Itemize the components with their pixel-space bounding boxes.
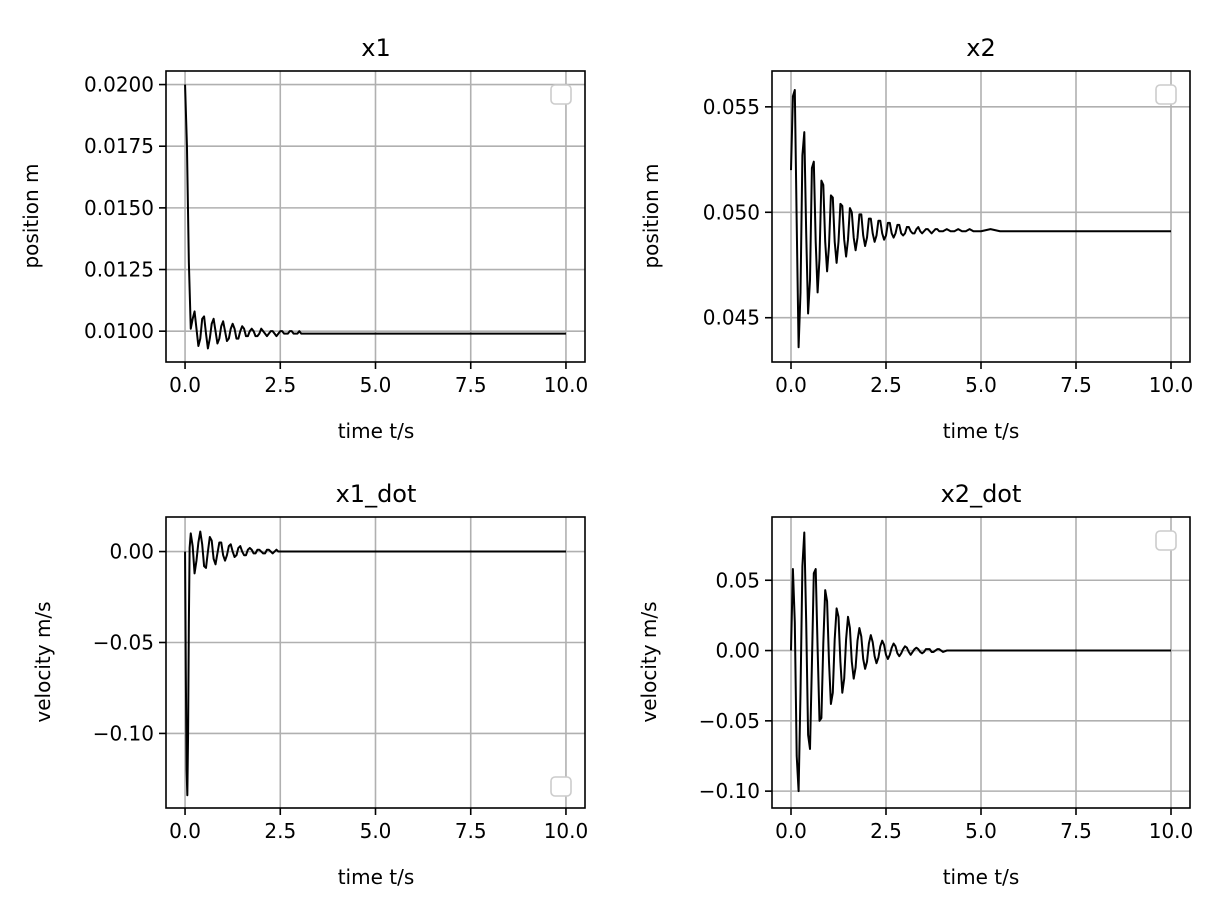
subplot-x2-dot: x2_dot −0.10 −0.05 0.00 0.05 0.0 2.5 5.0 7.5 10… [637, 480, 1193, 889]
y-tick-label: 0.05 [715, 568, 760, 592]
chart-title: x2 [966, 34, 995, 62]
y-tick-label: 0.0175 [84, 134, 154, 158]
x-tick-labels: 0.0 2.5 5.0 7.5 10.0 [775, 373, 1193, 397]
x-tick-label: 0.0 [775, 373, 807, 397]
x-axis-label: time t/s [338, 419, 415, 443]
x-tick-label: 10.0 [1149, 373, 1194, 397]
y-tick-label: −0.10 [93, 721, 154, 745]
y-axis-label: velocity m/s [637, 601, 661, 722]
y-axis-label: velocity m/s [31, 601, 55, 722]
subplot-x1: x1 0.0100 0.0125 0.0150 0.0175 0.0200 0.0 2.5… [19, 34, 588, 443]
x-axis-label: time t/s [338, 865, 415, 889]
y-tick-label: −0.10 [699, 779, 760, 803]
x-tick-label: 5.0 [965, 373, 997, 397]
series-line [790, 531, 1171, 793]
x-tick-label: 2.5 [264, 373, 296, 397]
y-tick-label: 0.050 [703, 200, 760, 224]
y-tick-label: 0.0200 [84, 73, 154, 97]
y-tick-labels: −0.10 −0.05 0.00 [93, 540, 154, 746]
chart-title: x1 [361, 34, 390, 62]
y-tick-label: 0.0100 [84, 319, 154, 343]
axes-frame [165, 516, 586, 809]
y-tick-labels: 0.0100 0.0125 0.0150 0.0175 0.0200 [84, 73, 154, 344]
x-tick-labels: 0.0 2.5 5.0 7.5 10.0 [169, 819, 588, 843]
y-tick-label: −0.05 [699, 709, 760, 733]
x-tick-label: 0.0 [169, 373, 201, 397]
subplot-x1-dot: x1_dot −0.10 −0.05 0.00 0.0 2.5 5.0 7.5 10.0 t… [31, 480, 588, 889]
x-tick-labels: 0.0 2.5 5.0 7.5 10.0 [775, 819, 1193, 843]
x-tick-label: 0.0 [775, 819, 807, 843]
x-tick-label: 10.0 [1149, 819, 1194, 843]
axes-frame [771, 70, 1191, 363]
y-axis-label: position m [19, 163, 43, 268]
x-tick-label: 10.0 [544, 373, 589, 397]
y-tick-label: 0.0125 [84, 258, 154, 282]
x-tick-label: 7.5 [1060, 819, 1092, 843]
x-tick-labels: 0.0 2.5 5.0 7.5 10.0 [169, 373, 588, 397]
legend-box [550, 776, 572, 797]
x-tick-label: 0.0 [169, 819, 201, 843]
y-tick-label: 0.0150 [84, 196, 154, 220]
x-tick-label: 10.0 [544, 819, 589, 843]
y-tick-label: 0.055 [703, 95, 760, 119]
legend-box [550, 84, 572, 105]
y-tick-labels: −0.10 −0.05 0.00 0.05 [699, 568, 760, 803]
subplot-x2: x2 0.045 0.050 0.055 0.0 2.5 5.0 7.5 10.0 time… [639, 34, 1193, 443]
x-tick-label: 7.5 [1060, 373, 1092, 397]
series-line [184, 530, 566, 797]
y-axis-label: position m [639, 163, 663, 268]
y-tick-label: 0.00 [109, 540, 154, 564]
x-tick-label: 5.0 [360, 373, 392, 397]
grid-lines [772, 71, 1190, 362]
axes-frame [771, 516, 1191, 809]
chart-title: x2_dot [941, 480, 1022, 508]
series-line [790, 88, 1171, 349]
grid-lines [772, 517, 1190, 808]
x-tick-label: 7.5 [455, 819, 487, 843]
y-tick-label: 0.045 [703, 306, 760, 330]
x-tick-label: 7.5 [455, 373, 487, 397]
x-tick-label: 2.5 [264, 819, 296, 843]
y-tick-labels: 0.045 0.050 0.055 [703, 95, 760, 330]
x-tick-label: 2.5 [870, 373, 902, 397]
y-tick-label: −0.05 [93, 630, 154, 654]
x-axis-label: time t/s [943, 419, 1020, 443]
x-tick-label: 2.5 [870, 819, 902, 843]
legend-box [1155, 530, 1177, 551]
series-line [184, 84, 566, 350]
x-tick-label: 5.0 [965, 819, 997, 843]
axes-frame [165, 70, 586, 363]
y-tick-label: 0.00 [715, 639, 760, 663]
legend-box [1155, 84, 1177, 105]
x-axis-label: time t/s [943, 865, 1020, 889]
chart-title: x1_dot [336, 480, 417, 508]
x-tick-label: 5.0 [360, 819, 392, 843]
